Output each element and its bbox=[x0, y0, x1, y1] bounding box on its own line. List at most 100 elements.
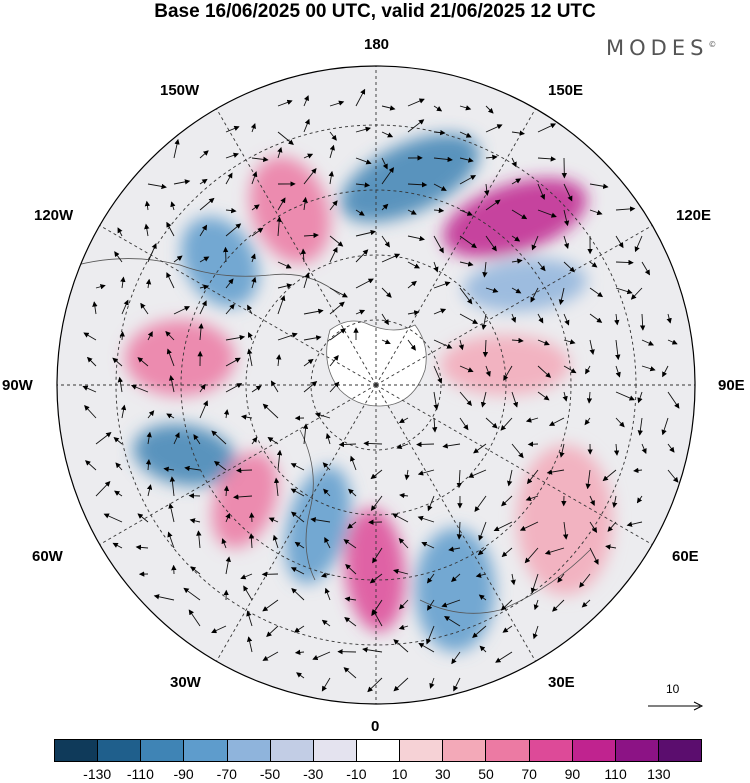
wind-vector bbox=[146, 484, 153, 497]
wind-vector bbox=[188, 609, 201, 627]
wind-vector bbox=[225, 303, 235, 315]
wind-vector bbox=[537, 365, 552, 378]
wind-vector bbox=[634, 235, 643, 253]
wind-vector bbox=[615, 391, 635, 401]
wind-vector bbox=[121, 299, 129, 315]
wind-vector bbox=[183, 587, 201, 601]
wind-vector bbox=[324, 587, 331, 601]
wind-vector bbox=[303, 167, 317, 185]
colorbar-tick-label: -70 bbox=[216, 766, 237, 782]
anomaly-center bbox=[125, 320, 235, 396]
wind-vector bbox=[589, 547, 599, 565]
wind-vector bbox=[433, 105, 443, 112]
anomaly-center bbox=[212, 451, 278, 549]
colorbar-swatch bbox=[141, 740, 185, 761]
colorbar-tick-label: 10 bbox=[391, 766, 408, 782]
wind-vector bbox=[589, 261, 598, 268]
wind-vector bbox=[363, 440, 383, 447]
colorbar-tick-label: -10 bbox=[346, 766, 367, 782]
wind-vector bbox=[637, 417, 643, 436]
wind-vector bbox=[130, 384, 149, 393]
wind-vector bbox=[276, 449, 283, 471]
wind-vector bbox=[225, 223, 242, 237]
wind-vector bbox=[95, 481, 111, 497]
colorbar-tick-label: -30 bbox=[303, 766, 324, 782]
reference-arrow-icon bbox=[648, 701, 704, 711]
wind-vector bbox=[223, 409, 230, 419]
wind-vector bbox=[485, 287, 499, 293]
wind-vector bbox=[589, 313, 603, 323]
wind-vector bbox=[381, 313, 389, 326]
wind-vector bbox=[190, 566, 201, 575]
wind-vector bbox=[250, 123, 256, 133]
wind-vector bbox=[581, 599, 591, 608]
wind-vector bbox=[262, 651, 279, 661]
wind-vector bbox=[303, 232, 319, 239]
wind-vector bbox=[251, 436, 258, 445]
wind-vector bbox=[147, 331, 153, 341]
lon-label-180: 180 bbox=[364, 36, 390, 53]
wind-vector bbox=[367, 677, 383, 693]
wind-vector bbox=[329, 144, 335, 159]
wind-vector bbox=[662, 365, 669, 378]
wind-vector bbox=[114, 251, 123, 263]
wind-vector bbox=[320, 572, 331, 578]
wind-vector bbox=[585, 365, 591, 375]
wind-vector bbox=[381, 253, 401, 263]
wind-vector bbox=[433, 365, 443, 384]
wind-vector bbox=[173, 432, 180, 445]
wind-vector bbox=[240, 573, 253, 580]
wind-vector bbox=[355, 249, 369, 263]
wind-vector bbox=[329, 381, 340, 393]
wind-vector bbox=[166, 348, 175, 367]
wind-vector bbox=[290, 488, 305, 497]
wind-vector bbox=[199, 150, 209, 159]
wind-vector bbox=[251, 204, 260, 211]
wind-vector bbox=[482, 339, 489, 358]
wind-vector bbox=[456, 521, 463, 540]
wind-vector bbox=[251, 156, 269, 163]
wind-vector bbox=[511, 235, 521, 242]
wind-vector bbox=[362, 647, 383, 653]
latitude-circle bbox=[245, 254, 507, 516]
wind-vector bbox=[137, 357, 149, 367]
wind-vector bbox=[444, 616, 461, 627]
wind-vector bbox=[199, 300, 207, 315]
wind-vector bbox=[303, 335, 322, 341]
wind-vector bbox=[328, 170, 334, 185]
wind-vector bbox=[262, 403, 279, 419]
wind-vector bbox=[589, 209, 603, 216]
wind-vector bbox=[448, 546, 461, 552]
wind-vector bbox=[407, 209, 417, 215]
wind-vector bbox=[225, 172, 233, 185]
lon-label-30e: 30E bbox=[548, 674, 575, 691]
lon-label-90e: 90E bbox=[718, 377, 745, 394]
wind-vector bbox=[667, 469, 679, 483]
wind-vector bbox=[211, 430, 227, 445]
wind-vector bbox=[511, 391, 519, 408]
wind-vector bbox=[433, 339, 453, 349]
wind-vector bbox=[169, 476, 176, 497]
wind-vector bbox=[199, 178, 208, 185]
brand-logo: MODES© bbox=[606, 36, 716, 60]
wind-vector bbox=[112, 542, 123, 549]
wind-vector bbox=[396, 443, 409, 449]
meridian-line bbox=[210, 98, 377, 386]
wind-vector bbox=[511, 209, 528, 220]
wind-vector bbox=[225, 152, 239, 159]
wind-vector bbox=[458, 339, 464, 351]
wind-vector bbox=[137, 513, 149, 523]
wind-vector bbox=[300, 248, 307, 263]
wind-vector bbox=[267, 437, 279, 445]
colorbar-tick-label: -90 bbox=[173, 766, 194, 782]
wind-vectors bbox=[82, 88, 680, 693]
wind-vector bbox=[225, 278, 234, 289]
wind-vector bbox=[459, 235, 477, 249]
wind-vector bbox=[407, 280, 417, 289]
meridian-line bbox=[375, 219, 663, 386]
wind-vector bbox=[310, 517, 331, 523]
wind-vector bbox=[381, 105, 396, 111]
wind-vector bbox=[246, 610, 253, 627]
wind-vector bbox=[355, 309, 366, 315]
wind-vector bbox=[393, 677, 409, 692]
